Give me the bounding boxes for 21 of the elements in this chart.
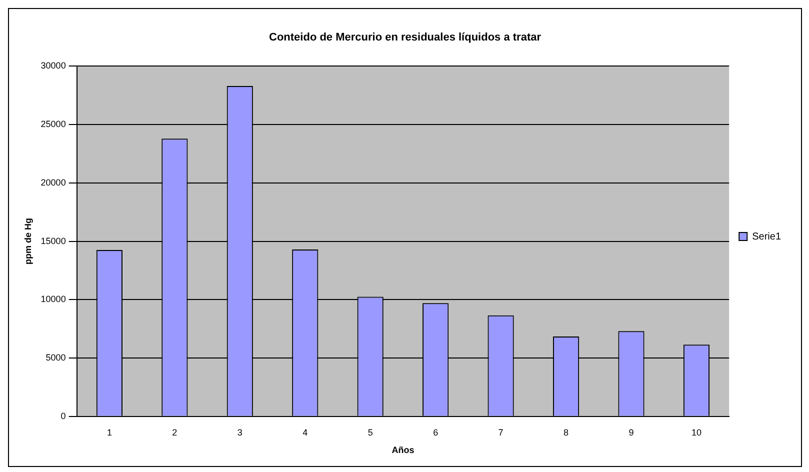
y-tick-label: 20000 (40, 177, 66, 188)
x-tick-label: 1 (106, 427, 112, 438)
x-tick-label: 8 (564, 427, 569, 438)
y-tick-label: 5000 (46, 352, 66, 363)
y-tick-label: 25000 (40, 119, 66, 130)
x-tick-label: 9 (628, 427, 634, 438)
legend-label: Serie1 (752, 231, 782, 242)
x-axis-title: Años (392, 445, 414, 456)
y-tick-label: 10000 (40, 294, 66, 304)
x-tick-label: 6 (433, 427, 438, 438)
y-tick-label: 15000 (40, 236, 66, 246)
x-tick-label: 10 (691, 427, 702, 438)
x-tick-label: 2 (172, 427, 178, 438)
y-axis-title: ppm de Hg (22, 218, 33, 265)
x-tick-label: 4 (302, 427, 308, 438)
y-tick-label: 0 (60, 410, 66, 421)
x-tick-label: 5 (368, 427, 373, 438)
chart-title: Conteido de Mercurio en residuales líquidos a tratar (268, 32, 542, 44)
y-tick-label: 30000 (40, 60, 66, 71)
x-tick-label: 3 (237, 427, 242, 438)
x-tick-label: 7 (498, 427, 504, 438)
